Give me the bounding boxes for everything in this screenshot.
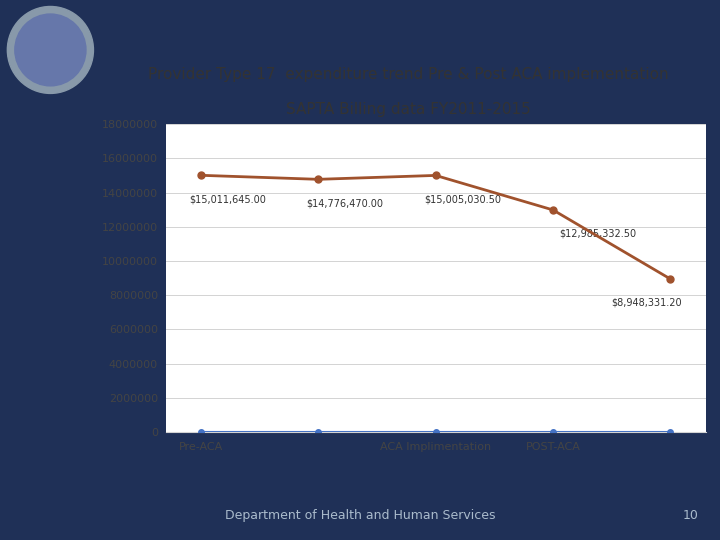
Text: $14,776,470.00: $14,776,470.00 — [307, 198, 384, 208]
Text: $15,011,645.00: $15,011,645.00 — [189, 194, 266, 204]
Text: Provider Type 17  expenditure trend Pre & Post ACA implementation: Provider Type 17 expenditure trend Pre &… — [148, 67, 669, 82]
Text: SAPTA Billing data FY2011-2015: SAPTA Billing data FY2011-2015 — [287, 102, 531, 117]
Circle shape — [7, 6, 94, 93]
Text: $15,005,030.50: $15,005,030.50 — [424, 194, 501, 204]
Text: Department of Health and Human Services: Department of Health and Human Services — [225, 509, 495, 522]
Text: 10: 10 — [683, 509, 698, 522]
Text: $8,948,331.20: $8,948,331.20 — [612, 298, 683, 308]
Text: $12,985,332.50: $12,985,332.50 — [559, 229, 636, 239]
Circle shape — [15, 14, 86, 86]
